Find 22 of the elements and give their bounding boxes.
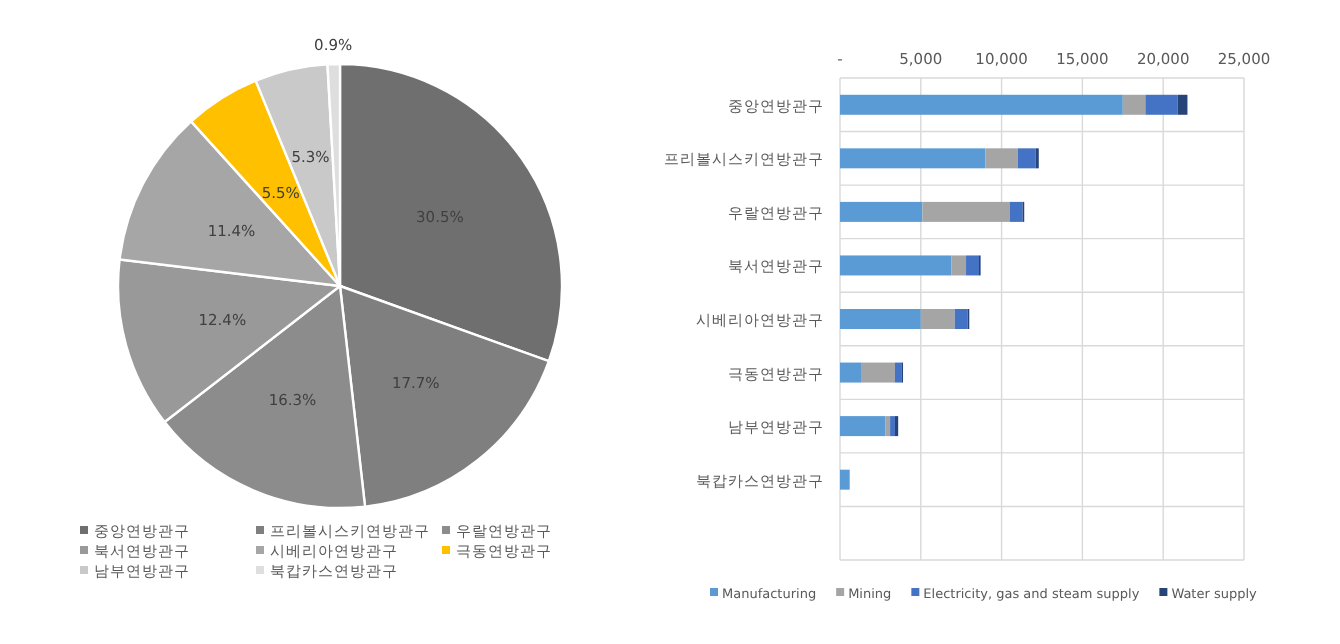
bar	[1122, 94, 1146, 115]
bar	[840, 148, 986, 169]
bar	[985, 148, 1018, 169]
bar	[951, 255, 967, 276]
bar	[840, 255, 952, 276]
bar	[894, 362, 902, 383]
bar	[840, 416, 886, 437]
bar	[920, 309, 955, 329]
bar	[1177, 94, 1188, 115]
bar	[885, 416, 891, 437]
bar	[840, 362, 862, 383]
bar	[954, 309, 968, 329]
bar	[840, 309, 921, 329]
bar	[840, 201, 923, 222]
bar	[1017, 148, 1036, 169]
bar	[861, 362, 895, 383]
bar	[966, 255, 979, 276]
bar	[1145, 94, 1178, 115]
bar	[1009, 201, 1023, 222]
bar	[840, 94, 1123, 115]
bar	[840, 469, 850, 490]
bar	[922, 201, 1010, 222]
